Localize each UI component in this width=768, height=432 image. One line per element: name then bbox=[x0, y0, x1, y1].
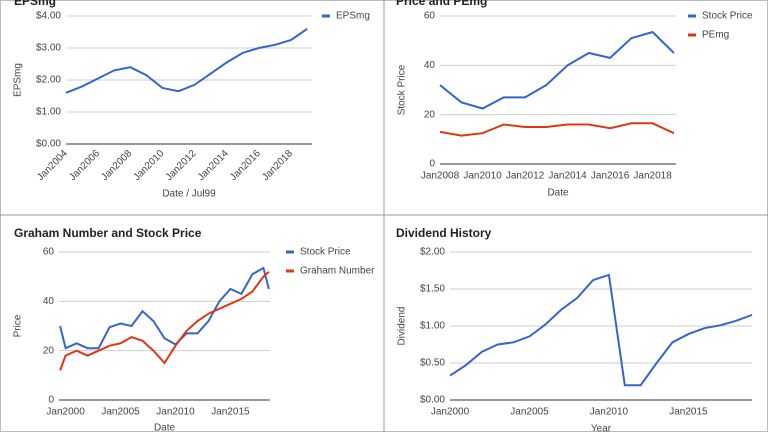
y-tick-label: 60 bbox=[43, 247, 55, 258]
x-tick-label: Jan2015 bbox=[669, 407, 708, 418]
x-tick-label: Jan2005 bbox=[510, 407, 549, 418]
y-tick-label: $1.00 bbox=[420, 321, 445, 332]
y-tick-label: $0.00 bbox=[420, 395, 445, 406]
chart-title: Dividend History bbox=[396, 226, 492, 240]
line bbox=[439, 122, 675, 137]
y-tick-label: 60 bbox=[424, 11, 436, 22]
x-tick-label: Jan2000 bbox=[431, 407, 470, 418]
x-tick-label: Jan2010 bbox=[156, 407, 195, 418]
y-tick-label: $0.50 bbox=[420, 358, 445, 369]
x-axis-label: Date bbox=[154, 423, 176, 432]
chart-title: Price and PEmg bbox=[396, 0, 487, 8]
x-tick-label: Jan2010 bbox=[463, 171, 502, 182]
x-tick-label: Jan2015 bbox=[211, 407, 250, 418]
x-tick-label: Jan2010 bbox=[590, 407, 629, 418]
legend-label: Graham Number bbox=[300, 266, 375, 277]
x-axis-label: Year bbox=[591, 424, 612, 432]
legend-label: Stock Price bbox=[300, 247, 351, 258]
line bbox=[449, 273, 753, 387]
x-tick-label: Jan2016 bbox=[591, 171, 630, 182]
y-tick-label: $1.00 bbox=[36, 107, 61, 118]
y-tick-label: $4.00 bbox=[36, 11, 61, 22]
y-axis-label: Stock Price bbox=[397, 64, 408, 115]
legend-label: EPSmg bbox=[336, 11, 370, 22]
y-tick-label: 20 bbox=[424, 109, 436, 120]
y-tick-label: $2.00 bbox=[420, 247, 445, 258]
y-tick-label: 40 bbox=[43, 296, 55, 307]
y-tick-label: $3.00 bbox=[36, 43, 61, 54]
x-axis-label: Date / Jul99 bbox=[162, 189, 216, 200]
y-tick-label: 0 bbox=[429, 159, 435, 170]
y-tick-label: $2.00 bbox=[36, 75, 61, 86]
chart-title: Graham Number and Stock Price bbox=[14, 226, 202, 240]
y-tick-label: $0.00 bbox=[36, 139, 61, 150]
y-axis-label: Price bbox=[13, 314, 24, 337]
line bbox=[65, 27, 308, 94]
y-axis-label: EPSmg bbox=[13, 63, 24, 97]
y-tick-label: $1.50 bbox=[420, 284, 445, 295]
x-tick-label: Jan2012 bbox=[506, 171, 545, 182]
x-tick-label: Jan2018 bbox=[633, 171, 672, 182]
legend-label: PEmg bbox=[702, 30, 729, 41]
x-tick-label: Jan2005 bbox=[101, 407, 140, 418]
y-axis-label: Dividend bbox=[397, 307, 408, 346]
legend-label: Stock Price bbox=[702, 11, 753, 22]
line bbox=[59, 270, 270, 371]
line bbox=[439, 30, 675, 110]
line bbox=[59, 266, 270, 350]
y-tick-label: 20 bbox=[43, 345, 55, 356]
chart-title: EPSmg bbox=[14, 0, 56, 8]
x-tick-label: Jan2008 bbox=[421, 171, 460, 182]
x-tick-label: Jan2014 bbox=[548, 171, 587, 182]
x-axis-label: Date bbox=[547, 188, 569, 199]
y-tick-label: 0 bbox=[48, 395, 54, 406]
y-tick-label: 40 bbox=[424, 60, 436, 71]
x-tick-label: Jan2000 bbox=[46, 407, 85, 418]
